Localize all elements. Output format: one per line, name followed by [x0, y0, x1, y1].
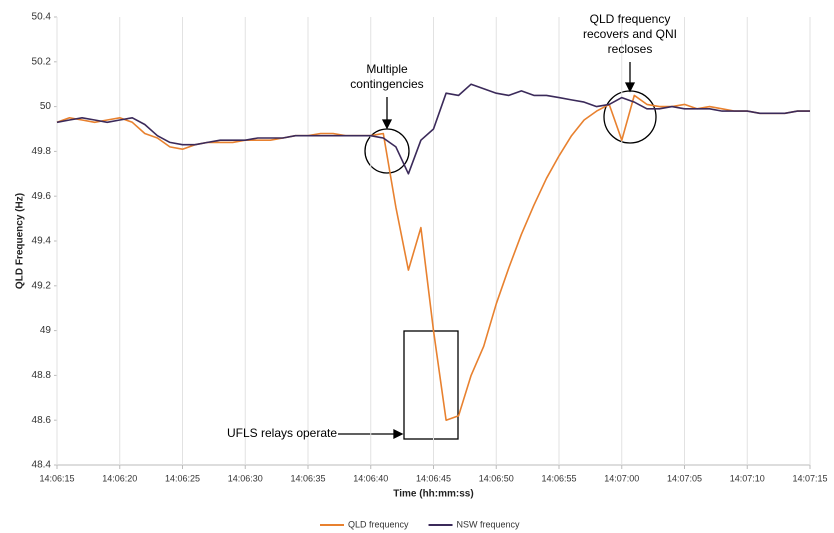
callouts: [338, 62, 657, 440]
y-tick-label: 50.4: [32, 12, 52, 23]
x-tick-label: 14:06:25: [165, 473, 200, 483]
x-tick-label: 14:07:10: [730, 473, 765, 483]
x-tick-label: 14:06:45: [416, 473, 451, 483]
legend-label: NSW frequency: [457, 519, 521, 529]
annotation: UFLS relays operate: [227, 426, 337, 440]
series-line: [56, 83, 810, 175]
x-tick-label: 14:06:15: [39, 473, 74, 483]
x-tick-label: 14:06:50: [479, 473, 514, 483]
y-tick-label: 50.2: [32, 56, 52, 67]
x-tick-label: 14:06:20: [102, 473, 137, 483]
y-tick-label: 49: [40, 325, 52, 336]
y-tick-label: 48.4: [32, 460, 52, 471]
arrow-head: [393, 428, 404, 440]
y-tick-label: 49.6: [32, 191, 52, 202]
x-tick-label: 14:07:00: [604, 473, 639, 483]
annotation: QLD frequency: [590, 12, 671, 26]
x-tick-label: 14:06:55: [541, 473, 576, 483]
y-tick-label: 48.6: [32, 415, 52, 426]
annotation: Multiple: [366, 62, 408, 76]
y-axis-label: QLD Frequency (Hz): [15, 193, 26, 289]
y-tick-label: 49.2: [32, 280, 52, 291]
arrow-head: [381, 119, 393, 130]
ufls-box: [403, 330, 459, 440]
y-tick-label: 49.8: [32, 146, 52, 157]
annotation: contingencies: [350, 77, 423, 91]
arrow-head: [624, 82, 636, 93]
y-tick-label: 50: [40, 101, 52, 112]
x-tick-label: 14:06:35: [290, 473, 325, 483]
annotation: recovers and QNI: [583, 27, 677, 41]
series-line: [56, 94, 810, 421]
legend-label: QLD frequency: [348, 519, 409, 529]
x-tick-label: 14:07:15: [792, 473, 827, 483]
x-axis-label: Time (hh:mm:ss): [393, 489, 473, 500]
x-tick-label: 14:06:30: [228, 473, 263, 483]
x-tick-label: 14:07:05: [667, 473, 702, 483]
annotation: recloses: [608, 42, 653, 56]
y-tick-label: 49.4: [32, 236, 52, 247]
x-tick-label: 14:06:40: [353, 473, 388, 483]
y-tick-label: 48.8: [32, 370, 52, 381]
circle-recovery: [603, 90, 657, 144]
